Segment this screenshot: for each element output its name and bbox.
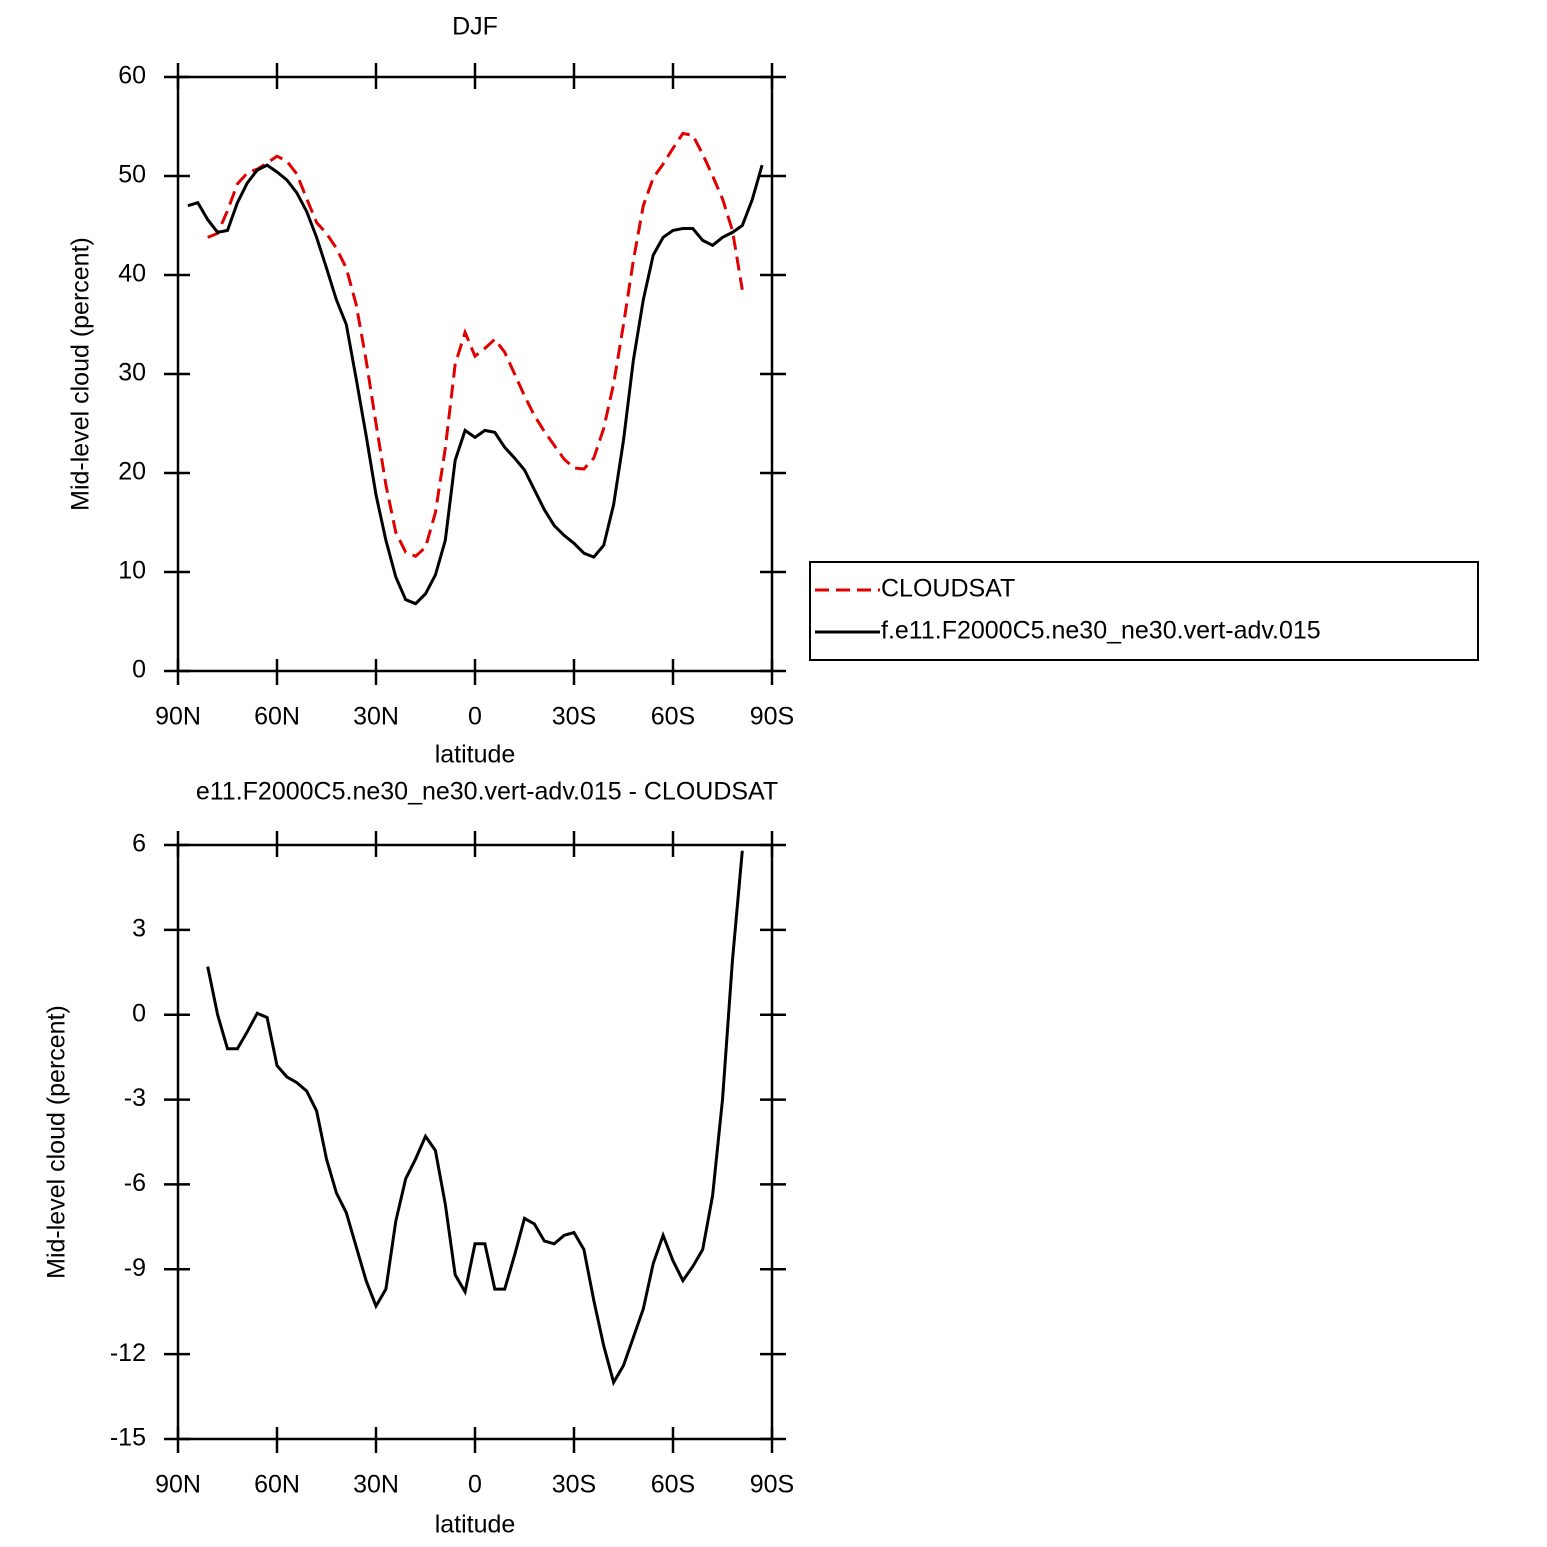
legend-label: f.e11.F2000C5.ne30_ne30.vert-adv.015 bbox=[881, 617, 1321, 645]
x-tick-label: 0 bbox=[468, 1471, 482, 1499]
y-tick-label: 60 bbox=[118, 62, 146, 90]
x-tick-label: 90N bbox=[155, 1471, 201, 1499]
y-tick-label: 50 bbox=[118, 161, 146, 189]
y-tick-label: -12 bbox=[110, 1339, 146, 1367]
y-axis-label: Mid-level cloud (percent) bbox=[43, 1005, 71, 1279]
y-tick-label: 40 bbox=[118, 260, 146, 288]
y-axis-label: Mid-level cloud (percent) bbox=[67, 237, 95, 511]
y-tick-label: 10 bbox=[118, 557, 146, 585]
x-tick-label: 30S bbox=[552, 1471, 596, 1499]
x-tick-label: 90S bbox=[750, 1471, 794, 1499]
legend-box bbox=[809, 561, 1479, 661]
chart-title: DJF bbox=[452, 13, 498, 41]
x-tick-label: 30N bbox=[353, 1471, 399, 1499]
x-axis-label: latitude bbox=[435, 1511, 516, 1539]
x-tick-label: 90N bbox=[155, 703, 201, 731]
x-tick-label: 60S bbox=[651, 1471, 695, 1499]
chart-title: e11.F2000C5.ne30_ne30.vert-adv.015 - CLO… bbox=[196, 778, 778, 806]
x-tick-label: 30S bbox=[552, 703, 596, 731]
x-tick-label: 0 bbox=[468, 703, 482, 731]
data-line bbox=[206, 850, 744, 1387]
legend-label: CLOUDSAT bbox=[881, 575, 1015, 603]
y-tick-label: 30 bbox=[118, 359, 146, 387]
plot-frame bbox=[176, 75, 774, 673]
y-tick-label: -9 bbox=[124, 1254, 146, 1282]
y-tick-label: 0 bbox=[132, 999, 146, 1027]
y-tick-label: -3 bbox=[124, 1084, 146, 1112]
data-line bbox=[207, 131, 744, 558]
data-line bbox=[187, 163, 764, 606]
y-tick-label: 6 bbox=[132, 830, 146, 858]
x-tick-label: 90S bbox=[750, 703, 794, 731]
x-tick-label: 60N bbox=[254, 703, 300, 731]
x-tick-label: 60N bbox=[254, 1471, 300, 1499]
y-tick-label: -6 bbox=[124, 1169, 146, 1197]
x-tick-label: 30N bbox=[353, 703, 399, 731]
plot-frame bbox=[176, 843, 774, 1441]
y-tick-label: -15 bbox=[110, 1424, 146, 1452]
y-tick-label: 3 bbox=[132, 914, 146, 942]
x-tick-label: 60S bbox=[651, 703, 695, 731]
y-tick-label: 20 bbox=[118, 458, 146, 486]
y-tick-label: 0 bbox=[132, 656, 146, 684]
x-axis-label: latitude bbox=[435, 741, 516, 769]
